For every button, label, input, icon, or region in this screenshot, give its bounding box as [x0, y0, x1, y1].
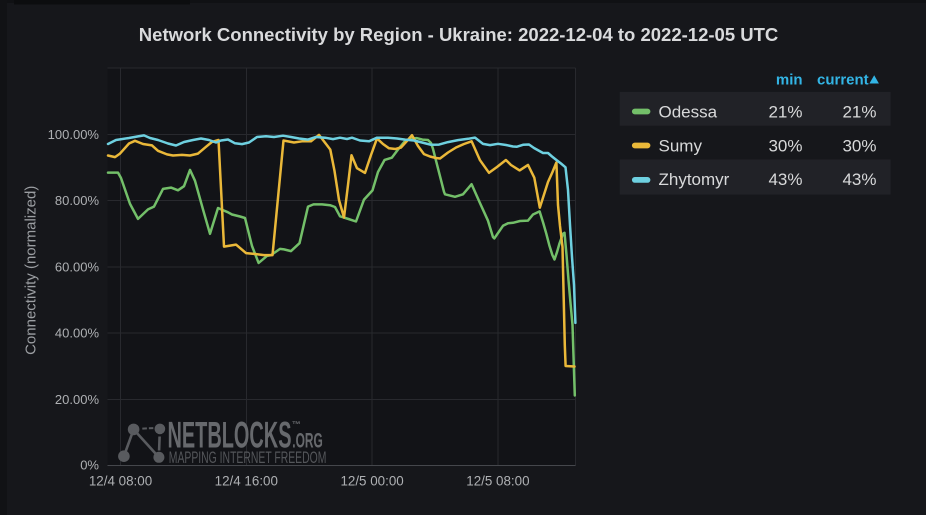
- svg-text:60.00%: 60.00%: [55, 259, 100, 274]
- svg-text:min: min: [776, 72, 803, 89]
- svg-text:21%: 21%: [768, 102, 802, 121]
- svg-text:0%: 0%: [80, 458, 99, 473]
- svg-text:30%: 30%: [768, 136, 802, 155]
- svg-text:43%: 43%: [768, 170, 802, 189]
- svg-text:MAPPING INTERNET FREEDOM: MAPPING INTERNET FREEDOM: [169, 448, 327, 467]
- svg-text:12/5 00:00: 12/5 00:00: [340, 474, 403, 489]
- svg-text:100.00%: 100.00%: [48, 127, 100, 142]
- svg-text:current: current: [817, 72, 869, 89]
- svg-text:30%: 30%: [842, 136, 876, 155]
- svg-text:.ORG: .ORG: [292, 428, 323, 452]
- svg-text:12/4 08:00: 12/4 08:00: [89, 474, 152, 489]
- svg-text:Network Connectivity by Region: Network Connectivity by Region - Ukraine…: [139, 24, 778, 45]
- svg-text:™: ™: [292, 420, 301, 430]
- svg-text:Odessa: Odessa: [659, 102, 718, 121]
- svg-text:Zhytomyr: Zhytomyr: [659, 170, 730, 189]
- svg-text:12/4 16:00: 12/4 16:00: [215, 474, 278, 489]
- svg-text:Sumy: Sumy: [659, 136, 703, 155]
- svg-text:21%: 21%: [842, 102, 876, 121]
- svg-text:80.00%: 80.00%: [55, 193, 100, 208]
- svg-text:20.00%: 20.00%: [55, 392, 100, 407]
- svg-text:40.00%: 40.00%: [55, 326, 100, 341]
- svg-text:NETBLOCKS: NETBLOCKS: [168, 413, 292, 455]
- svg-text:12/5 08:00: 12/5 08:00: [466, 474, 529, 489]
- svg-text:43%: 43%: [842, 170, 876, 189]
- svg-text:Connectivity (normalized): Connectivity (normalized): [23, 186, 40, 355]
